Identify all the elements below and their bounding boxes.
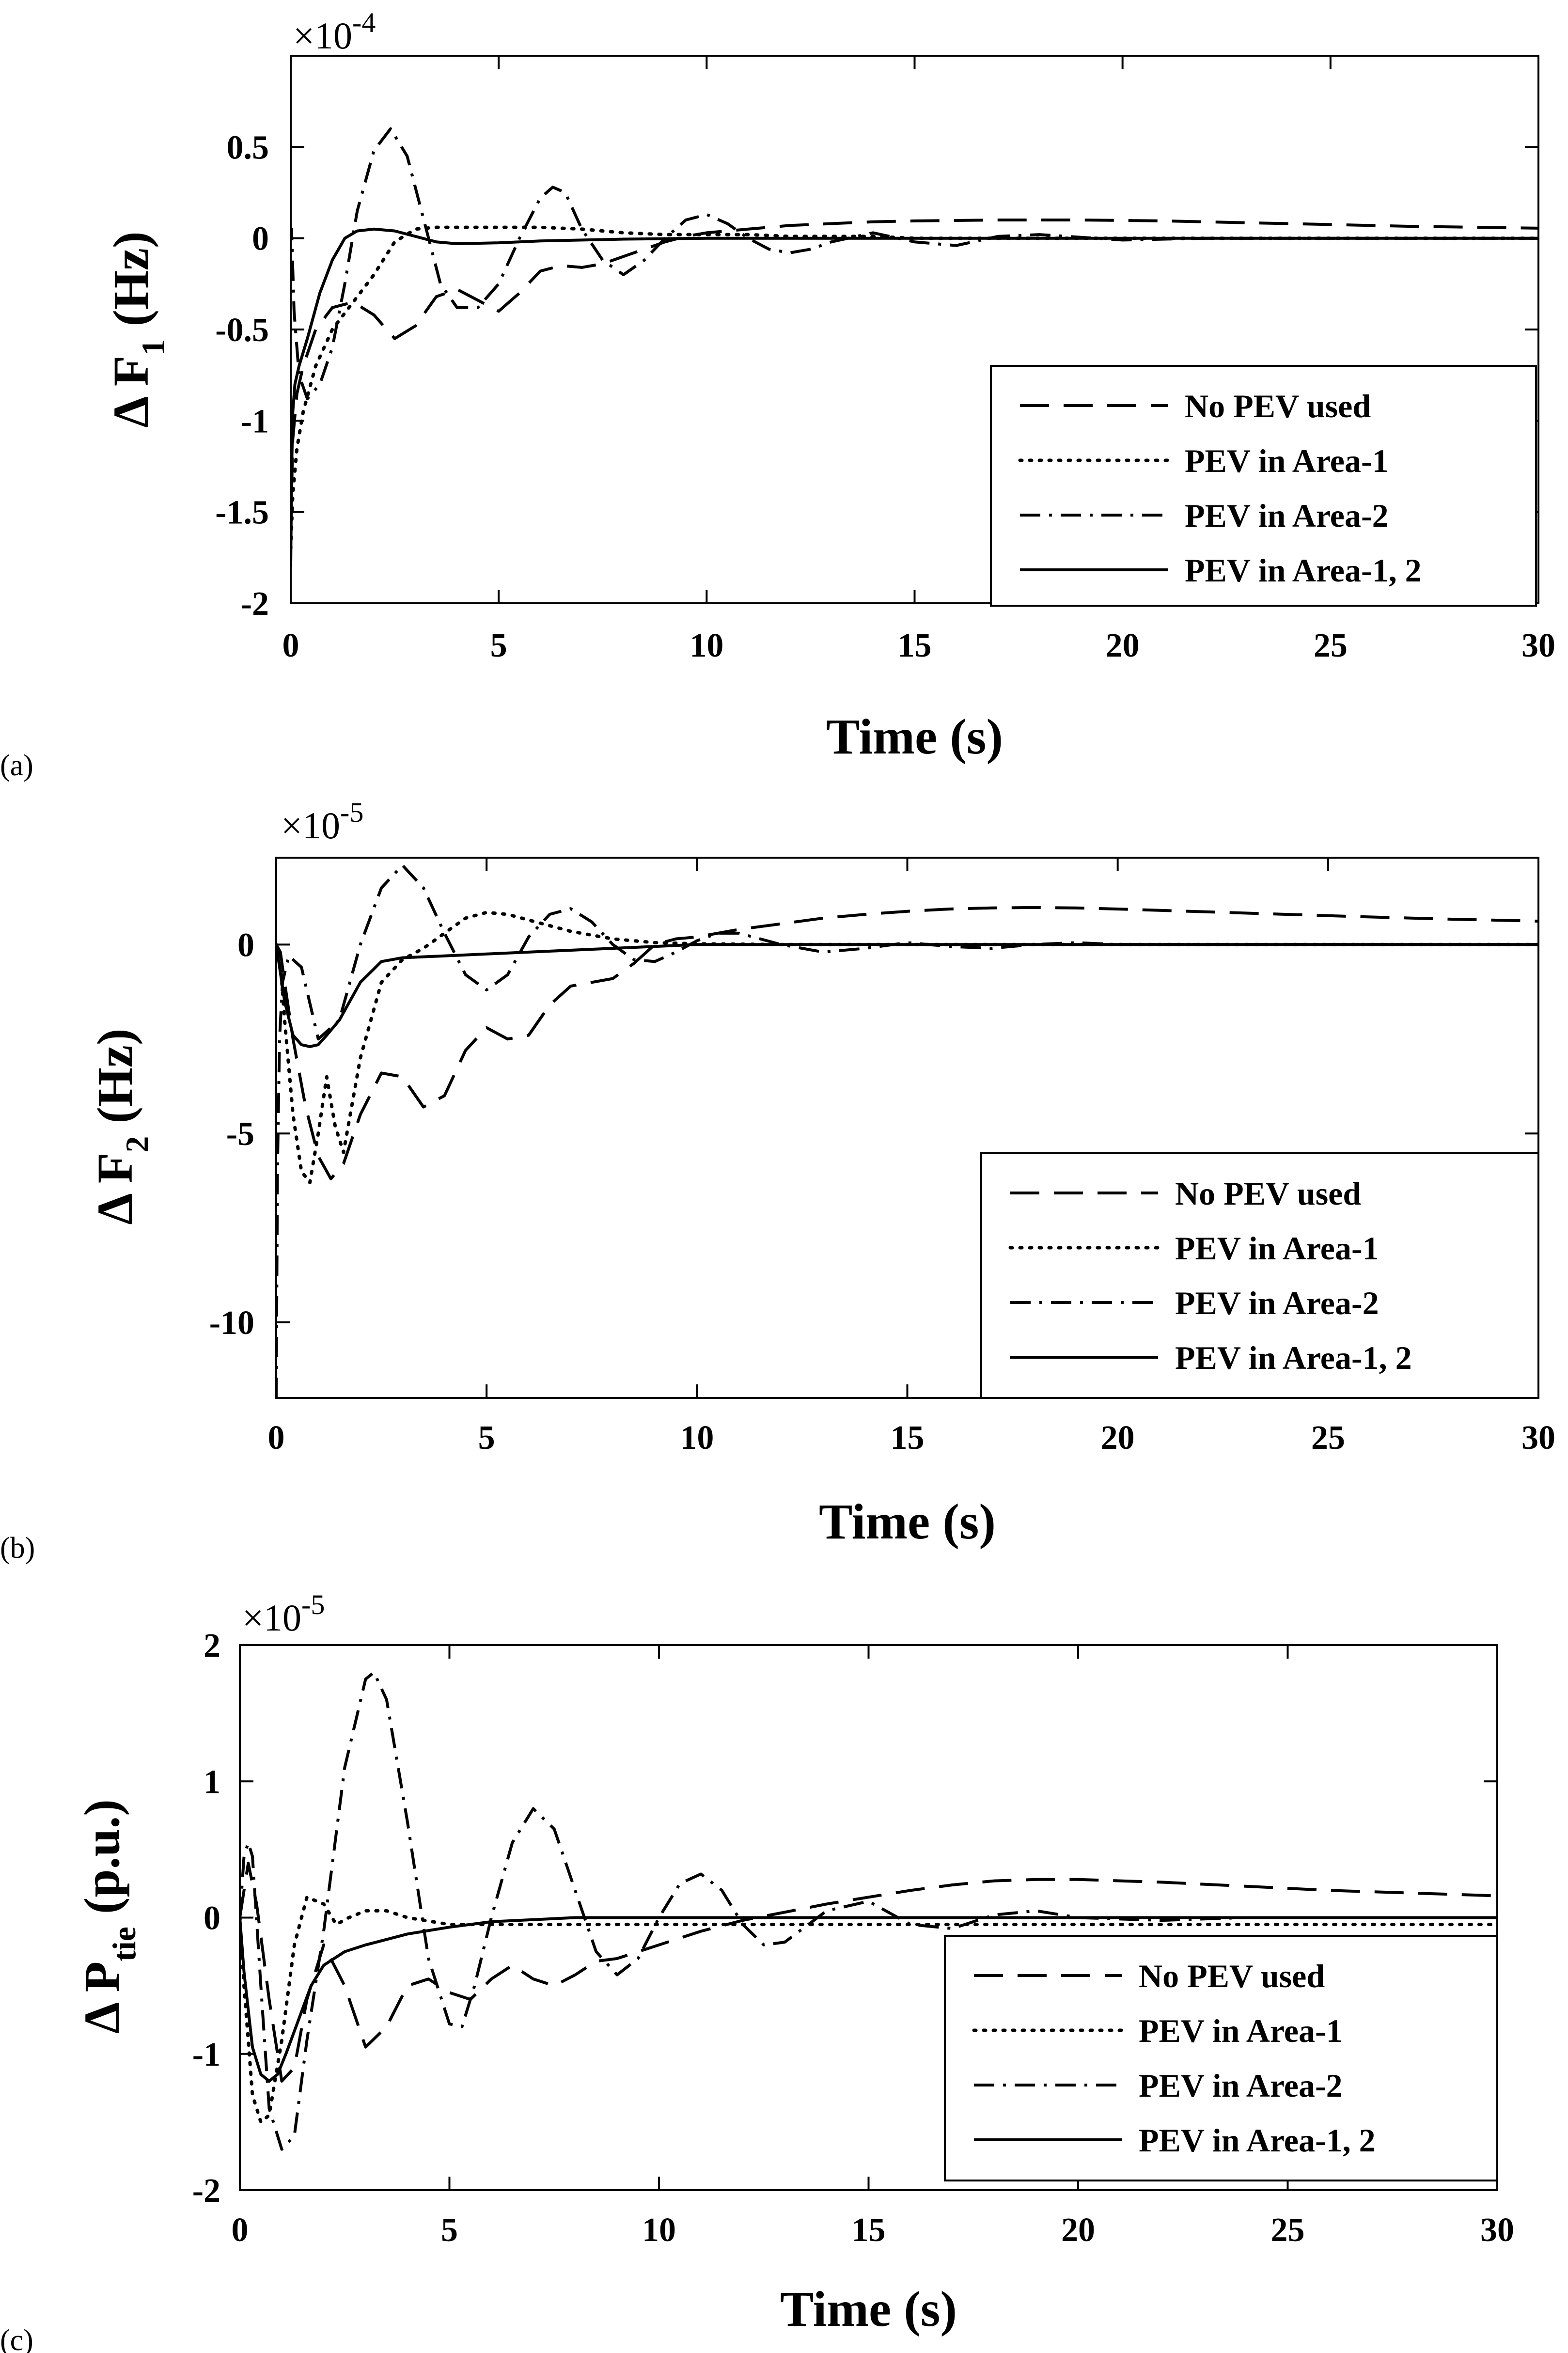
- x-tick-label: 25: [1314, 627, 1348, 664]
- y-tick-label: 0: [237, 926, 254, 964]
- y-axis-multiplier: ×10-5: [242, 1589, 325, 1639]
- series-line-dash: [291, 219, 1538, 531]
- series-line-dot: [240, 1895, 1497, 2124]
- x-tick-label: 15: [898, 627, 932, 664]
- series-line-dashdot: [291, 127, 1538, 401]
- x-tick-label: 30: [1480, 2212, 1514, 2249]
- series-line-dash: [240, 1862, 1497, 2083]
- x-tick-label: 30: [1521, 1419, 1555, 1457]
- y-axis-label: Δ F1 (Hz): [103, 231, 172, 427]
- series-group: [276, 863, 1538, 1398]
- legend-entry: PEV in Area-1, 2: [1185, 552, 1422, 589]
- panel-label: (c): [0, 2324, 33, 2353]
- y-tick-label: 0: [252, 220, 269, 258]
- chart-panel-1: 0 5 10 15 20 25 30 -2 -1.5 -1 -0.5 0 0.5 ×10-4 Δ F1 (H…: [0, 7, 1555, 782]
- chart-panel-2: 0 5 10 15 20 25 30 -10 -5 0 ×10-5 Δ F2 (Hz) Time (s)…: [0, 797, 1555, 1565]
- x-axis-label: Time (s): [826, 709, 1003, 765]
- y-tick-label: 1: [204, 1763, 220, 1801]
- x-tick-label: 5: [490, 627, 507, 664]
- y-tick-label: -0.5: [215, 312, 269, 349]
- series-group: [240, 1671, 1497, 2151]
- x-axis-label: Time (s): [819, 1494, 996, 1550]
- series-line-solid: [276, 943, 1538, 1048]
- legend-entry: PEV in Area-2: [1185, 497, 1389, 534]
- x-tick-label: 25: [1311, 1419, 1345, 1457]
- series-group: [291, 127, 1538, 567]
- legend-entry: PEV in Area-1: [1185, 442, 1389, 479]
- series-line-dot: [276, 910, 1538, 1185]
- legend-entry: No PEV used: [1139, 1958, 1325, 1994]
- y-axis-label: Δ Ptie (p.u.): [74, 1799, 142, 2034]
- x-tick-label: 0: [232, 2212, 249, 2249]
- y-tick-label: -1.5: [215, 494, 269, 532]
- x-tick-label: 25: [1271, 2212, 1305, 2249]
- x-axis-label: Time (s): [780, 2281, 957, 2337]
- x-tick-label: 0: [282, 627, 299, 664]
- legend-entry: PEV in Area-1: [1175, 1230, 1379, 1267]
- chart-panels: 0 5 10 15 20 25 30-2-1.5-1-0.500.5×10-4Δ F1 (H…: [0, 7, 1555, 2353]
- legend: No PEV used PEV in Area-1 PEV in Area-2 PEV…: [944, 1935, 1498, 2181]
- panel-label: (b): [0, 1532, 35, 1565]
- y-tick-label: -1: [241, 403, 269, 440]
- x-tick-label: 5: [478, 1419, 495, 1457]
- y-tick-label: 2: [204, 1627, 220, 1664]
- y-tick-label: -10: [209, 1304, 254, 1342]
- series-line-solid: [240, 1916, 1497, 2083]
- legend-entry: No PEV used: [1175, 1175, 1361, 1212]
- y-axis-multiplier: ×10-5: [281, 797, 363, 847]
- y-tick-label: -2: [192, 2172, 220, 2210]
- legend: No PEV used PEV in Area-1 PEV in Area-2 PEV…: [980, 1152, 1539, 1399]
- x-tick-label: 0: [268, 1419, 285, 1457]
- x-tick-label: 15: [852, 2212, 886, 2249]
- y-axis-multiplier: ×10-4: [293, 7, 376, 57]
- x-tick-label: 5: [441, 2212, 458, 2249]
- y-tick-label: 0: [204, 1900, 220, 1937]
- panel-label: (a): [0, 749, 33, 782]
- x-tick-label: 15: [891, 1419, 925, 1457]
- y-tick-label: -1: [192, 2036, 220, 2073]
- x-tick-label: 10: [642, 2212, 676, 2249]
- y-axis-label: Δ F2 (Hz): [87, 1028, 156, 1224]
- chart-panel-3: 0 5 10 15 20 25 30 -2 -1 0 1 2 ×10-5 Δ Ptie (p.u.) Tim…: [0, 1589, 1514, 2353]
- series-line-solid: [291, 227, 1538, 567]
- series-line-dashdot: [276, 863, 1538, 1398]
- legend: No PEV used PEV in Area-1 PEV in Area-2 PEV…: [990, 365, 1537, 607]
- series-line-dash: [276, 906, 1538, 1180]
- y-tick-label: 0.5: [227, 129, 269, 166]
- legend-entry: PEV in Area-1, 2: [1175, 1339, 1412, 1376]
- legend-entry: PEV in Area-1: [1139, 2012, 1343, 2049]
- x-tick-label: 20: [1106, 627, 1140, 664]
- x-tick-label: 30: [1521, 627, 1555, 664]
- x-tick-label: 20: [1101, 1419, 1135, 1457]
- x-tick-label: 10: [690, 627, 723, 664]
- legend-entry: PEV in Area-1, 2: [1139, 2122, 1376, 2159]
- y-tick-label: -5: [226, 1115, 254, 1153]
- legend-entry: PEV in Area-2: [1175, 1285, 1379, 1321]
- legend-entry: PEV in Area-2: [1139, 2067, 1343, 2104]
- y-tick-label: -2: [241, 585, 269, 623]
- x-tick-label: 10: [680, 1419, 714, 1457]
- legend-entry: No PEV used: [1185, 388, 1371, 424]
- series-line-dashdot: [240, 1671, 1497, 2151]
- x-tick-label: 20: [1061, 2212, 1095, 2249]
